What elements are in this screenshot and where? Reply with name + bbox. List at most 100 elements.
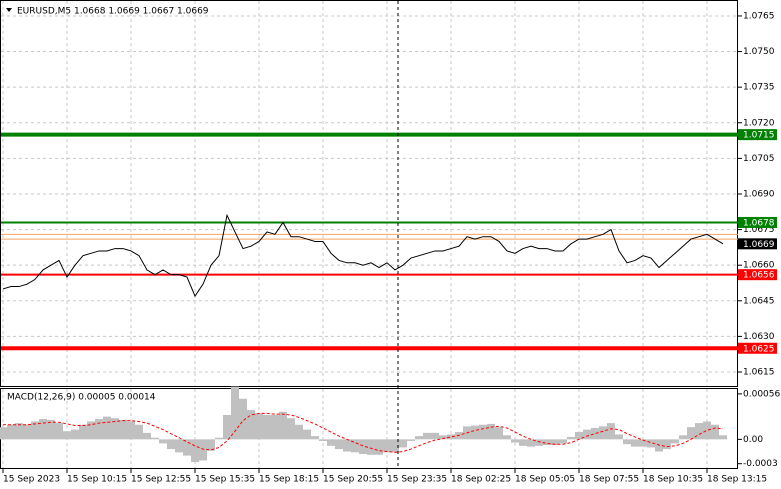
- histogram-bar: [143, 432, 151, 440]
- histogram-bar: [271, 414, 279, 440]
- histogram-bar: [559, 439, 567, 444]
- level-label: 1.0656: [743, 271, 775, 281]
- histogram-bar: [639, 439, 647, 447]
- histogram-bar: [135, 424, 143, 440]
- histogram-bar: [263, 414, 271, 440]
- y-tick-label: 1.0615: [743, 367, 775, 377]
- histogram-bar: [487, 423, 495, 440]
- histogram-bar: [159, 439, 167, 444]
- histogram-bar: [343, 439, 351, 452]
- histogram-bar: [703, 421, 711, 440]
- x-tick-label: 18 Sep 05:05: [515, 475, 575, 485]
- histogram-bar: [63, 431, 71, 440]
- x-tick-label: 15 Sep 10:15: [67, 475, 127, 485]
- histogram-bar: [183, 439, 191, 456]
- histogram-bar: [479, 424, 487, 440]
- histogram-bar: [567, 436, 575, 440]
- histogram-bar: [255, 413, 263, 440]
- x-tick-label: 18 Sep 02:25: [451, 475, 511, 485]
- histogram-bar: [719, 435, 727, 440]
- histogram-bar: [231, 386, 239, 440]
- histogram-bar: [663, 439, 671, 450]
- histogram-bar: [279, 411, 287, 440]
- level-label-box: [738, 216, 777, 228]
- histogram-bar: [495, 427, 503, 440]
- x-tick-label: 15 Sep 18:15: [259, 475, 319, 485]
- histogram-bar: [215, 437, 223, 440]
- histogram-bar: [119, 419, 127, 440]
- histogram-bar: [223, 414, 231, 440]
- x-tick-label: 15 Sep 20:55: [323, 475, 383, 485]
- grid: [1, 1, 738, 468]
- histogram-bar: [503, 435, 511, 440]
- level-label: 1.0678: [743, 218, 775, 228]
- histogram-bar: [583, 429, 591, 440]
- histogram-bar: [647, 439, 655, 448]
- y-tick-label: 1.0675: [743, 225, 775, 235]
- histogram-bar: [511, 439, 519, 443]
- level-label-box: [738, 269, 777, 281]
- x-tick-label: 15 Sep 12:55: [131, 475, 191, 485]
- macd-title: MACD(12,26,9) 0.00005 0.00014: [7, 393, 156, 403]
- y-tick-label: 1.0660: [743, 261, 775, 271]
- x-tick-label: 15 Sep 2023: [3, 475, 60, 485]
- histogram-bar: [399, 439, 407, 448]
- x-tick-label: 18 Sep 10:35: [643, 475, 703, 485]
- histogram-bar: [407, 439, 415, 441]
- histogram-bar: [423, 432, 431, 440]
- level-label-box: [738, 129, 777, 141]
- histogram-bar: [239, 398, 247, 440]
- histogram-bar: [591, 427, 599, 440]
- histogram-bar: [55, 423, 63, 440]
- y-tick-label: 1.0690: [743, 189, 775, 199]
- histogram-bar: [519, 439, 527, 446]
- histogram-bar: [359, 439, 367, 454]
- y-tick-label: 0.00: [743, 435, 763, 445]
- histogram-bar: [543, 439, 551, 446]
- histogram-bar: [599, 426, 607, 440]
- histogram-bar: [631, 439, 639, 447]
- histogram-bar: [39, 419, 47, 440]
- histogram-bar: [303, 429, 311, 440]
- y-tick-label: 1.0630: [743, 332, 775, 342]
- histogram-bar: [711, 424, 719, 440]
- histogram-bar: [7, 424, 15, 440]
- histogram-bar: [103, 416, 111, 440]
- level-label-box: [738, 342, 777, 354]
- histogram-bar: [679, 435, 687, 440]
- histogram-bar: [615, 434, 623, 440]
- histogram-bar: [607, 423, 615, 440]
- y-tick-label: -0.0003: [743, 459, 778, 469]
- histogram-bar: [207, 439, 215, 451]
- histogram-bar: [535, 439, 543, 446]
- menu-icon[interactable]: [6, 8, 12, 12]
- histogram-bar: [367, 439, 375, 455]
- histogram-bar: [87, 421, 95, 440]
- histogram-bar: [31, 421, 39, 440]
- level-label: 1.0669: [743, 240, 775, 250]
- y-tick-label: 1.0720: [743, 118, 775, 128]
- histogram-bar: [295, 424, 303, 440]
- chart-title: EURUSD,M5 1.0668 1.0669 1.0667 1.0669: [17, 7, 209, 17]
- marks: [0, 132, 738, 463]
- histogram-bar: [623, 439, 631, 445]
- histogram-bar: [247, 410, 255, 440]
- y-tick-label: 1.0705: [743, 154, 775, 164]
- histogram-bar: [319, 439, 327, 441]
- price-line: [2, 213, 724, 298]
- histogram-bar: [79, 424, 87, 440]
- histogram-bar: [415, 436, 423, 440]
- histogram-bar: [167, 439, 175, 450]
- signal-line: [3, 412, 724, 453]
- histogram-bar: [687, 427, 695, 440]
- y-tick-label: 0.00056: [743, 389, 780, 399]
- level-label: 1.0625: [743, 344, 775, 354]
- level-label-box: [738, 238, 777, 250]
- histogram-bar: [375, 439, 383, 455]
- histogram-bar: [695, 423, 703, 440]
- histogram-bar: [47, 419, 55, 440]
- histogram-bar: [151, 437, 159, 440]
- histogram-bar: [327, 439, 335, 446]
- histogram-bar: [351, 439, 359, 453]
